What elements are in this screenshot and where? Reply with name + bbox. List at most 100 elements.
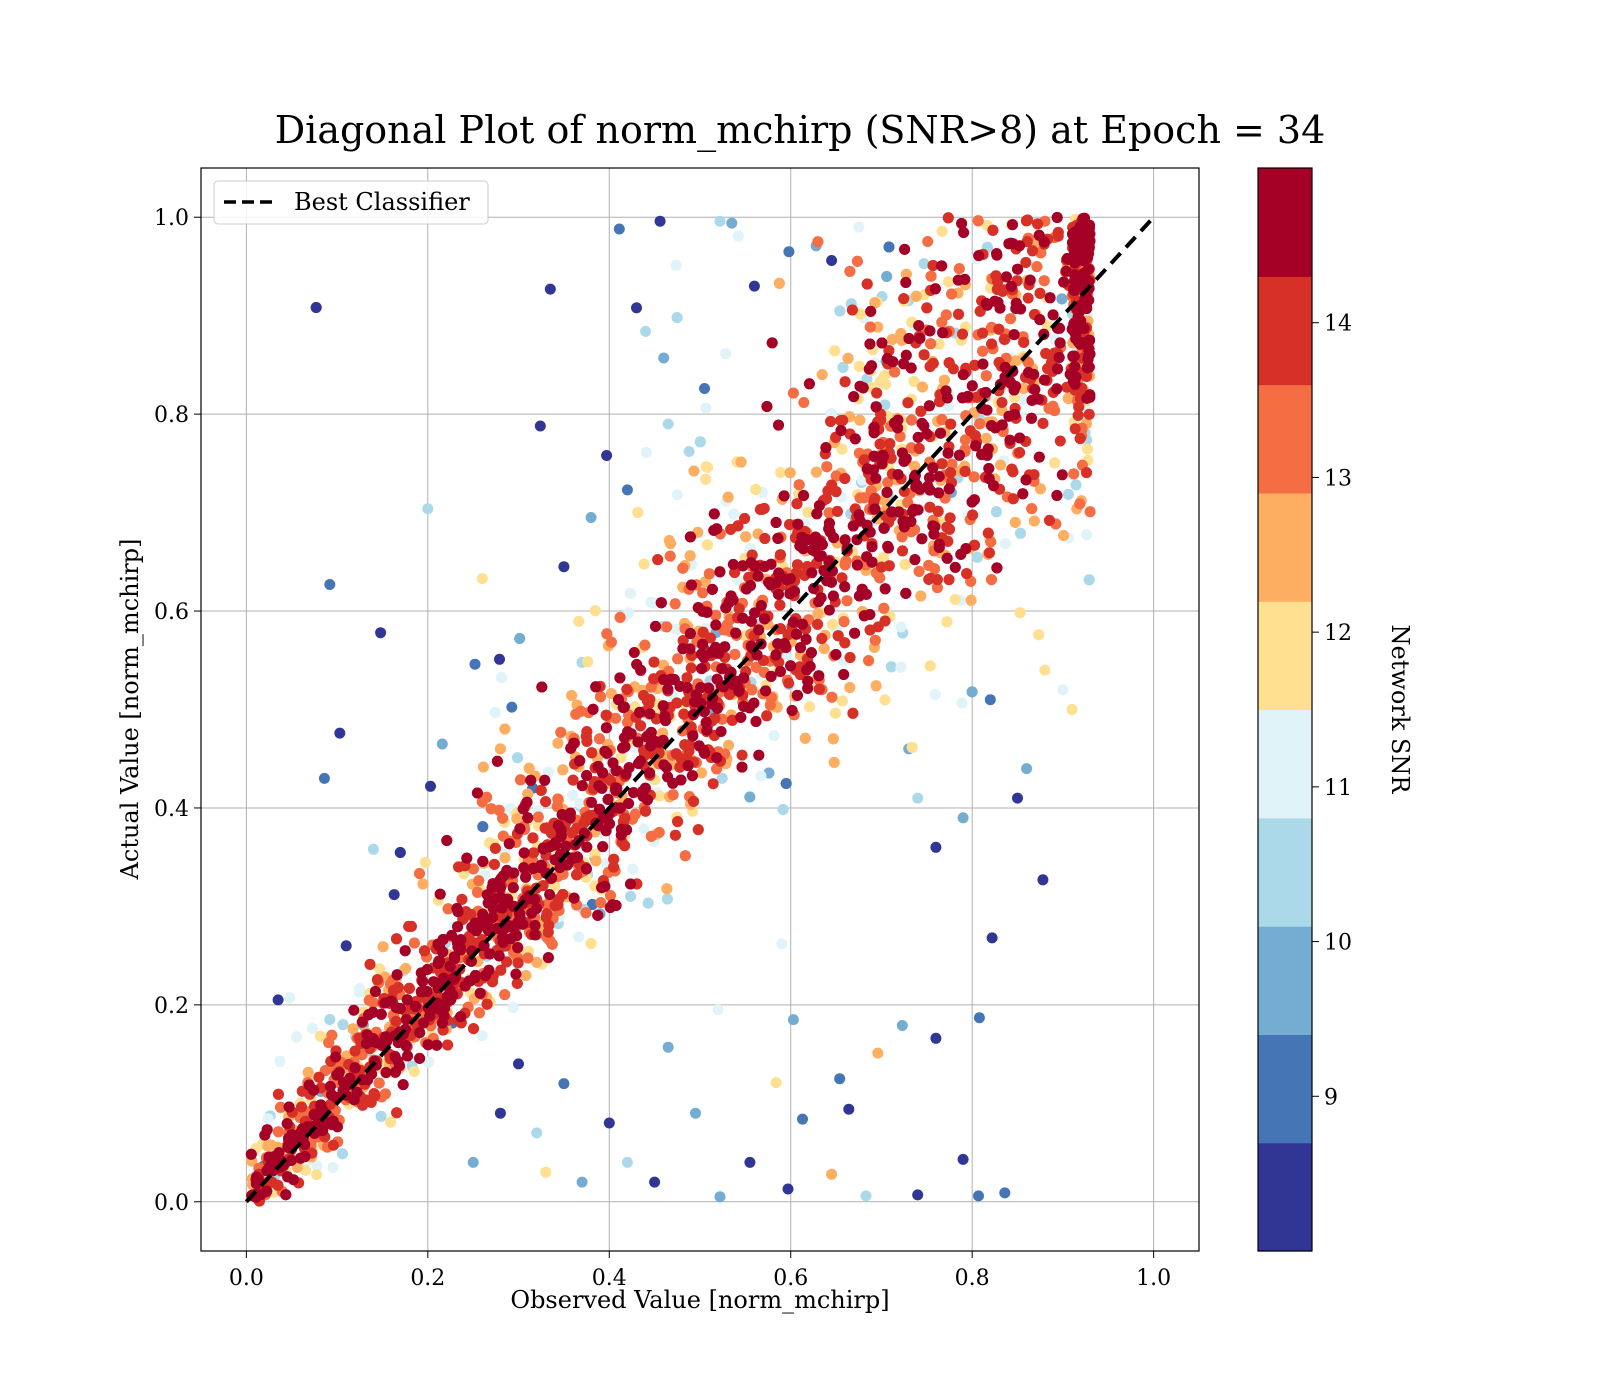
- scatter-point: [826, 255, 838, 266]
- scatter-point: [628, 647, 640, 658]
- scatter-point: [933, 538, 945, 550]
- scatter-point: [634, 706, 646, 718]
- scatter-point: [825, 408, 837, 419]
- scatter-point: [348, 1004, 360, 1016]
- scatter-point: [468, 1023, 479, 1035]
- scatter-point: [601, 450, 613, 461]
- scatter-point: [529, 929, 541, 941]
- scatter-point: [586, 747, 598, 759]
- scatter-point: [818, 565, 830, 577]
- scatter-point: [371, 974, 383, 986]
- scatter-point: [980, 370, 992, 382]
- scatter-point: [758, 502, 770, 514]
- scatter-point: [657, 700, 669, 712]
- scatter-point: [340, 940, 352, 952]
- scatter-point: [513, 1058, 524, 1070]
- scatter-point: [838, 669, 850, 680]
- scatter-point: [968, 471, 980, 483]
- scatter-point: [540, 796, 552, 808]
- scatter-point: [392, 982, 404, 993]
- scatter-point: [912, 1189, 924, 1201]
- chart-title: Diagonal Plot of norm_mchirp (SNR>8) at …: [275, 108, 1326, 153]
- scatter-point: [849, 433, 861, 445]
- scatter-point: [613, 223, 625, 235]
- scatter-point: [744, 791, 756, 803]
- scatter-point: [653, 826, 665, 838]
- scatter-point: [380, 1067, 392, 1078]
- scatter-point: [506, 701, 518, 713]
- scatter-point: [660, 715, 671, 727]
- scatter-point: [746, 684, 758, 696]
- scatter-point: [835, 425, 847, 436]
- scatter-point: [834, 1073, 846, 1085]
- scatter-point: [929, 689, 941, 700]
- scatter-point: [347, 1023, 359, 1035]
- scatter-point: [472, 886, 483, 898]
- scatter-point: [1018, 336, 1030, 348]
- scatter-point: [280, 1189, 292, 1201]
- scatter-point: [729, 567, 741, 578]
- scatter-point: [876, 561, 887, 573]
- scatter-point: [922, 236, 934, 247]
- scatter-point: [599, 880, 611, 892]
- scatter-point: [959, 465, 971, 477]
- scatter-point: [982, 527, 994, 539]
- scatter-point: [937, 327, 949, 339]
- scatter-point: [892, 469, 904, 481]
- scatter-point: [1069, 423, 1081, 435]
- scatter-point: [704, 632, 716, 644]
- scatter-point: [283, 1101, 295, 1113]
- scatter-point: [531, 1127, 543, 1139]
- scatter-point: [1038, 275, 1050, 287]
- scatter-point: [390, 1015, 402, 1027]
- scatter-point: [714, 215, 726, 227]
- scatter-point: [737, 612, 749, 624]
- scatter-point: [703, 568, 715, 580]
- scatter-point: [1060, 265, 1072, 277]
- scatter-point: [607, 757, 619, 769]
- scatter-point: [895, 621, 907, 633]
- scatter-point: [491, 755, 503, 767]
- scatter-point: [476, 573, 488, 585]
- scatter-point: [708, 524, 720, 536]
- scatter-point: [738, 672, 750, 684]
- scatter-point: [806, 567, 818, 579]
- scatter-point: [843, 1103, 855, 1115]
- scatter-point: [274, 1055, 286, 1067]
- scatter-point: [925, 338, 937, 350]
- scatter-point: [894, 431, 906, 442]
- scatter-point: [874, 438, 886, 450]
- scatter-point: [654, 790, 665, 802]
- scatter-point: [755, 770, 767, 782]
- scatter-point: [622, 716, 634, 728]
- scatter-point: [531, 903, 543, 914]
- scatter-point: [537, 880, 549, 892]
- scatter-point: [787, 387, 799, 399]
- scatter-point: [674, 761, 686, 773]
- scatter-point: [986, 932, 998, 944]
- scatter-point: [739, 513, 751, 524]
- scatter-point: [933, 471, 945, 482]
- scatter-point: [1003, 410, 1015, 422]
- scatter-point: [945, 467, 956, 479]
- scatter-point: [273, 1147, 285, 1159]
- scatter-point: [902, 496, 914, 508]
- scatter-point: [861, 373, 873, 385]
- scatter-point: [869, 297, 881, 309]
- scatter-point: [1068, 468, 1080, 480]
- scatter-point: [313, 1071, 325, 1083]
- scatter-point: [527, 832, 539, 844]
- scatter-point: [621, 683, 633, 695]
- scatter-point: [671, 623, 683, 635]
- scatter-point: [931, 574, 943, 586]
- scatter-point: [1022, 214, 1034, 226]
- scatter-point: [821, 461, 833, 473]
- scatter-point: [603, 1117, 615, 1129]
- scatter-point: [661, 883, 673, 895]
- scatter-point: [302, 1066, 314, 1078]
- scatter-point: [477, 761, 489, 773]
- scatter-point: [523, 762, 535, 774]
- scatter-point: [423, 1056, 435, 1068]
- scatter-point: [275, 1101, 286, 1113]
- scatter-point: [786, 705, 798, 716]
